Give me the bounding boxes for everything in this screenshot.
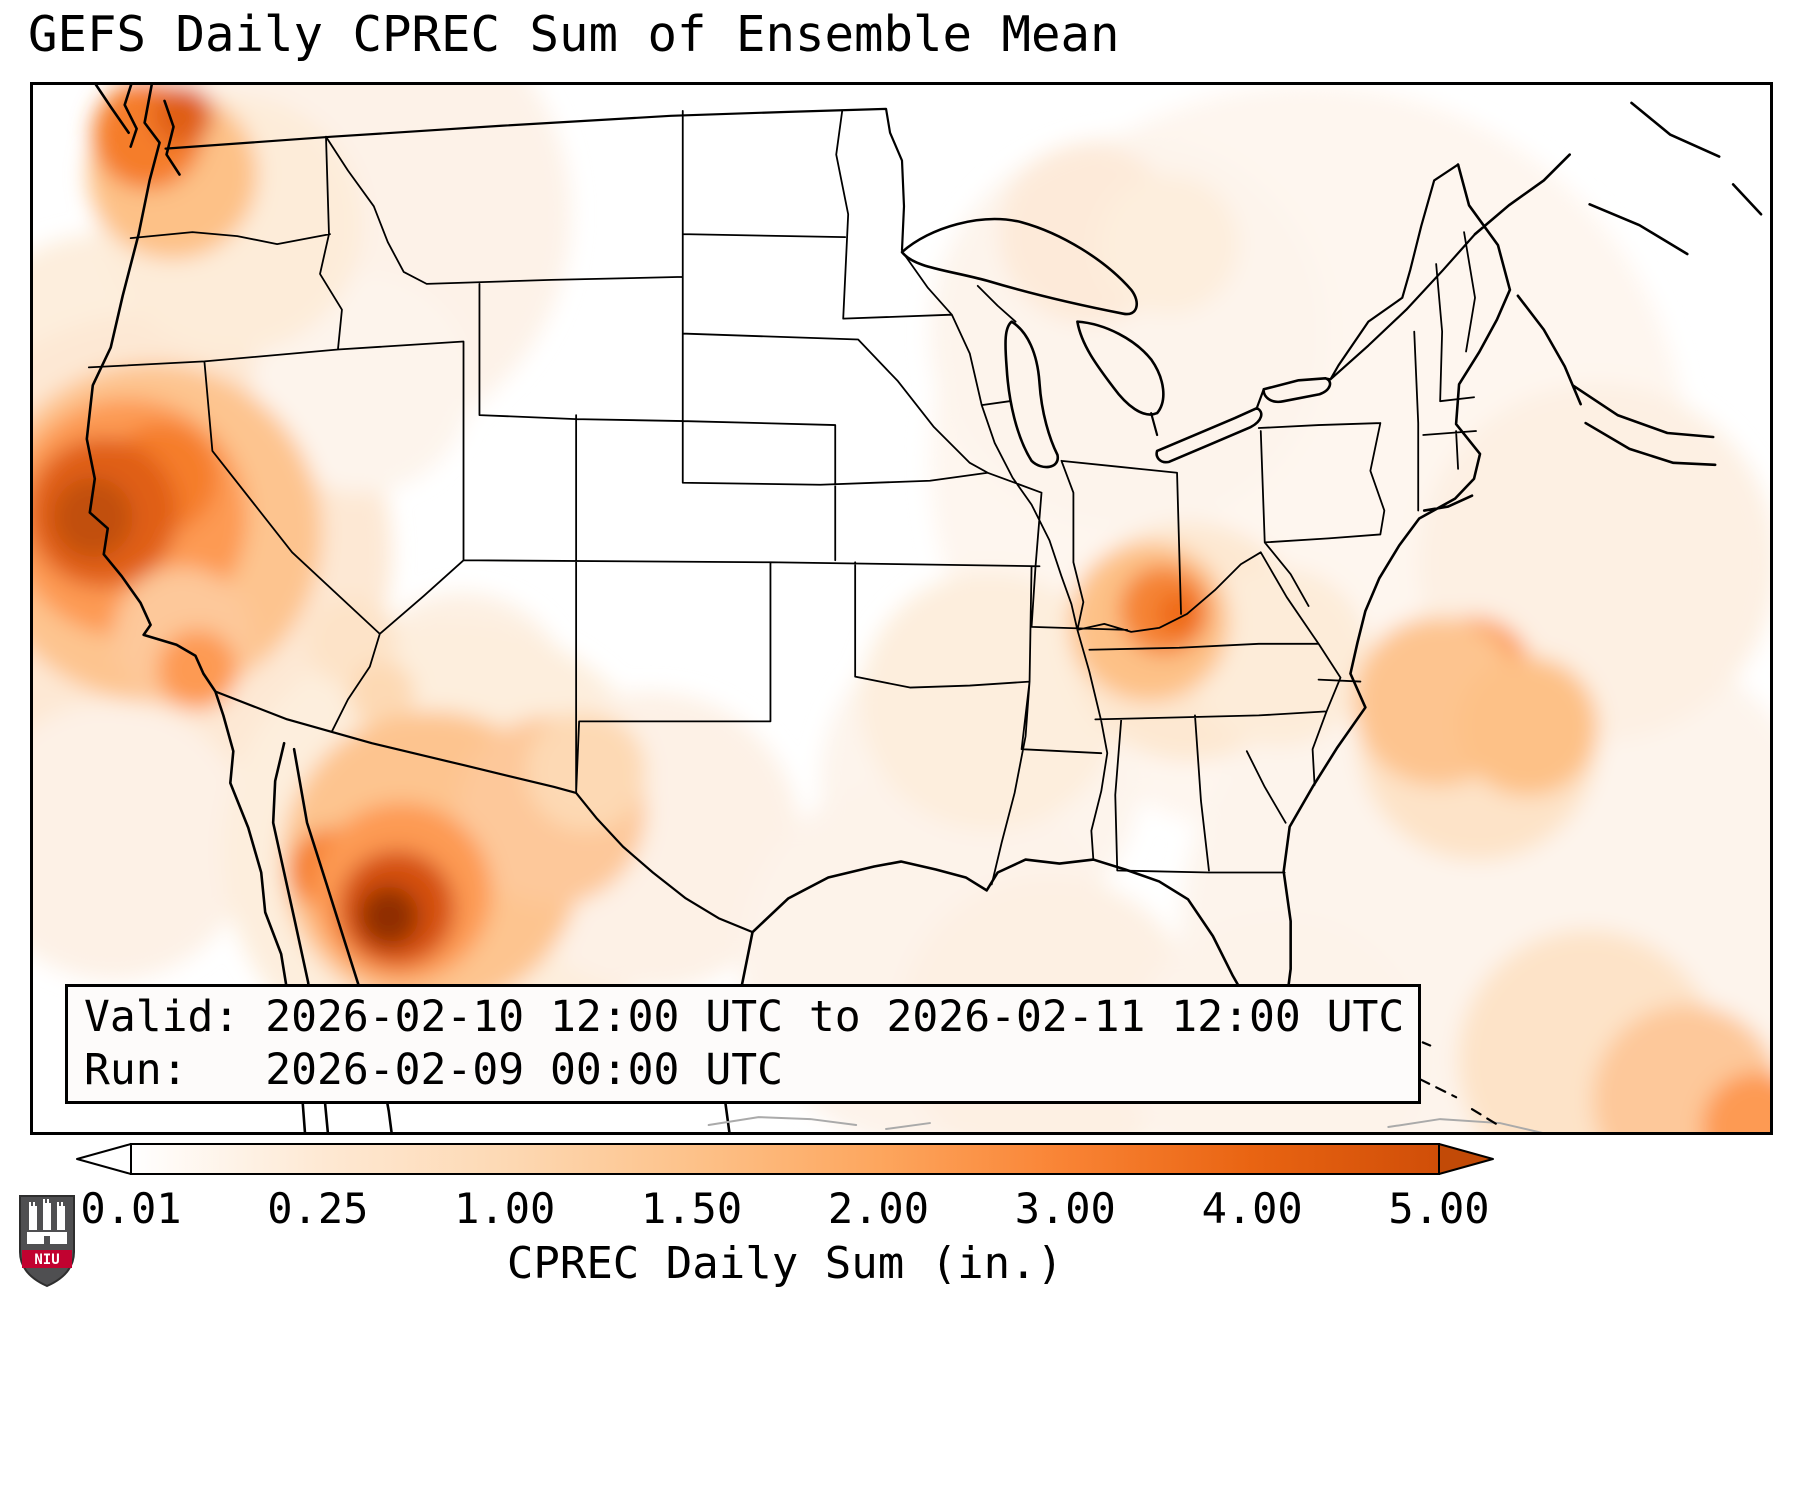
precip-blob [1157,592,1201,636]
precip-blob [860,572,1120,831]
niu-logo: NIU [18,1194,76,1288]
colorbar-tick-label: 1.50 [640,1184,743,1233]
colorbar-tick-label: 0.01 [80,1184,182,1233]
shield-icon: NIU [19,1195,75,1288]
precip-blob [33,701,253,980]
colorbar-tick-label: 2.00 [827,1184,929,1233]
valid-line: Valid: 2026-02-10 12:00 UTC to 2026-02-1… [84,992,1405,1042]
coastline-path [85,85,1763,1132]
us-map-svg [33,85,1770,1132]
colorbar [75,1142,1495,1176]
colorbar-tick-label: 5.00 [1388,1184,1490,1233]
figure-title: GEFS Daily CPREC Sum of Ensemble Mean [28,6,1120,63]
precip-blob [152,85,213,145]
colorbar-svg [76,1143,1494,1175]
precip-blob [1458,656,1598,796]
validity-info-box: Valid: 2026-02-10 12:00 UTC to 2026-02-1… [65,984,1421,1104]
colorbar-ticks: 0.01 0.25 1.00 1.50 2.00 3.00 4.00 5.00 [80,1184,1489,1234]
precip-blob [1702,1072,1770,1132]
colorbar-bar [130,1143,1440,1175]
colorbar-tick-label: 0.25 [267,1184,369,1233]
precip-blob [52,477,133,558]
precip-blob [157,629,238,710]
colorbar-under-arrow [76,1143,132,1175]
precip-blob [1189,567,1369,747]
gray-coast-path [707,1116,1543,1132]
colorbar-tick-label: 1.00 [454,1184,556,1233]
precip-blob [526,711,646,831]
precip-blob [348,660,415,727]
map-panel: Valid: 2026-02-10 12:00 UTC to 2026-02-1… [30,82,1773,1135]
national-borders-path [164,107,1477,934]
niu-logo-text: NIU [34,1252,59,1268]
run-line: Run: 2026-02-09 00:00 UTC [84,1045,783,1095]
precip-blob [358,886,419,947]
colorbar-tick-label: 3.00 [1014,1184,1116,1233]
colorbar-tick-label: 4.00 [1201,1184,1303,1233]
precip-blob [1099,174,1239,314]
state-borders-path [87,109,1477,886]
colorbar-label: CPREC Daily Sum (in.) [506,1238,1064,1289]
colorbar-over-arrow [1438,1143,1494,1175]
island-dash-path [1405,1034,1500,1127]
